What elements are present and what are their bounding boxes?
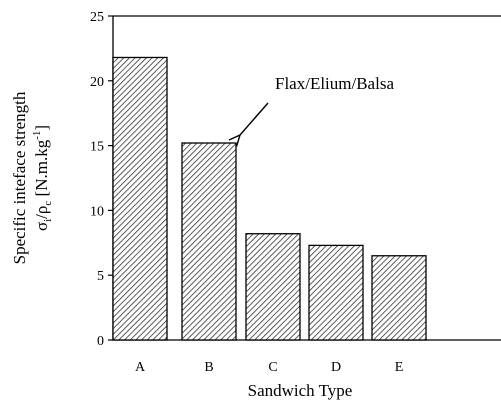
bar-e [371,255,427,341]
y-axis-unit-sup: -1 [31,131,43,140]
x-axis-title: Sandwich Type [248,381,353,400]
x-tick-label: E [395,360,404,375]
bar-c [245,233,301,341]
plot-area [112,15,501,341]
y-axis-title: Specific inteface strength σi/ρc [N.m.kg… [10,91,54,264]
y-tick-label: 0 [97,334,104,349]
bar-b [181,142,237,341]
y-axis-title-line2: σi/ρc [N.m.kg-1] [31,125,54,231]
x-tick-label: C [268,360,277,375]
y-axis-sigma: σ [32,222,51,231]
y-tick-label: 15 [90,140,104,155]
y-tick-label: 10 [90,204,104,219]
bar-series [112,56,427,341]
bar-d [308,244,364,341]
annotation-label: Flax/Elium/Balsa [275,74,394,93]
y-tick-label: 5 [97,269,104,284]
x-tick-label: B [204,360,213,375]
y-axis-ticks: 0 5 10 15 20 25 [90,10,113,349]
y-axis-sigma-sub: i [42,219,54,222]
y-axis-rho: /ρ [32,206,51,219]
y-tick-label: 20 [90,75,104,90]
y-tick-label: 25 [90,10,104,25]
x-tick-label: D [331,360,341,375]
y-axis-unit-end: ] [32,125,51,131]
y-axis-unit: [N.m.kg [32,139,51,200]
annotation: Flax/Elium/Balsa [240,74,394,135]
bar-a [112,56,168,341]
annotation-arrow [240,102,269,135]
y-axis-title-line1: Specific inteface strength [10,91,29,264]
x-tick-label: A [135,360,146,375]
x-axis-ticks: A B C D E [135,360,403,375]
y-axis-rho-sub: c [42,201,54,206]
